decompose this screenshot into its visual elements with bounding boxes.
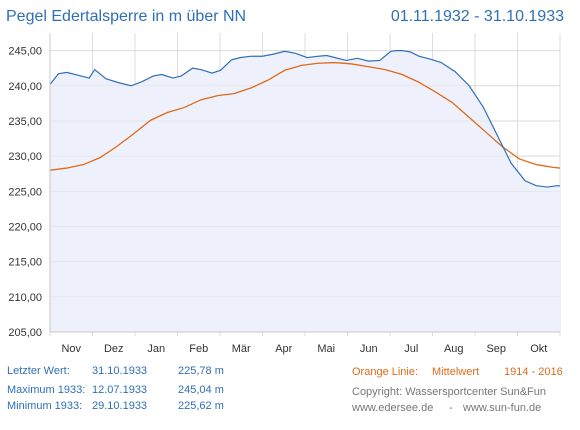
max-value: 245,04 m (178, 384, 224, 396)
legend-label: Mittelwert (432, 366, 480, 378)
last-value-date: 31.10.1933 (92, 365, 148, 377)
site-link-sunfun[interactable]: www.sun-fun.de (463, 402, 542, 414)
y-tick-label: 220,00 (8, 221, 42, 233)
x-tick-label: Mär (232, 343, 251, 355)
min-date: 29.10.1933 (92, 400, 148, 412)
x-tick-label: Jun (360, 343, 378, 355)
min-value: 225,62 m (178, 400, 224, 412)
last-value: 225,78 m (178, 365, 224, 377)
x-tick-label: Feb (189, 343, 208, 355)
x-tick-label: Nov (61, 343, 81, 355)
y-tick-label: 230,00 (8, 151, 42, 163)
legend-prefix: Orange Linie: (352, 366, 419, 378)
copyright: Copyright: Wassersportcenter Sun&Fun (352, 386, 547, 398)
x-tick-label: Aug (444, 343, 464, 355)
y-tick-label: 215,00 (8, 257, 42, 269)
y-tick-label: 205,00 (8, 327, 42, 339)
x-tick-label: Jul (404, 343, 418, 355)
y-tick-label: 235,00 (8, 116, 42, 128)
max-label: Maximum 1933: (7, 384, 86, 396)
y-tick-label: 240,00 (8, 81, 42, 93)
mean-line (49, 61, 561, 171)
x-tick-label: Apr (275, 343, 292, 355)
chart-title: Pegel Edertalsperre in m über NN (6, 8, 247, 25)
y-tick-label: 210,00 (8, 292, 42, 304)
site-separator: - (449, 402, 453, 414)
last-value-label: Letzter Wert: (7, 365, 70, 377)
max-date: 12.07.1933 (92, 384, 148, 396)
y-tick-label: 225,00 (8, 186, 42, 198)
legend-years: 1914 - 2016 (504, 366, 563, 378)
x-tick-label: Jan (147, 343, 165, 355)
chart-period: 01.11.1932 - 31.10.1933 (390, 8, 564, 25)
y-tick-label: 245,00 (8, 46, 42, 58)
x-tick-label: Sep (486, 343, 506, 355)
min-label: Minimum 1933: (7, 400, 83, 412)
x-tick-label: Mai (317, 343, 335, 355)
level-line (49, 49, 561, 188)
x-tick-label: Okt (530, 343, 547, 355)
x-tick-label: Dez (104, 343, 124, 355)
site-link-edersee[interactable]: www.edersee.de (352, 402, 434, 414)
